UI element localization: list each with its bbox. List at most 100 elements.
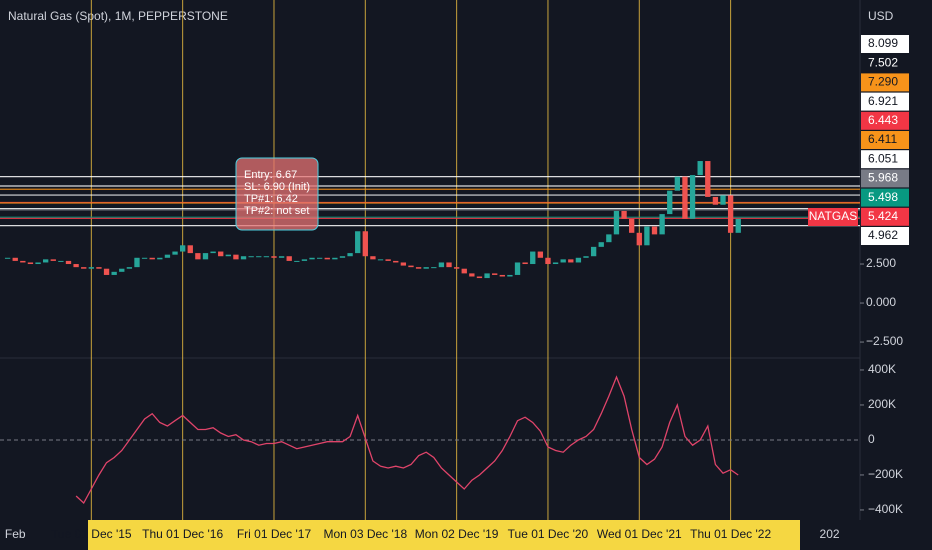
candle: [4, 257, 11, 259]
candle: [507, 274, 513, 277]
x-tick-label: Thu 01 Dec '22: [690, 527, 771, 541]
candle: [499, 274, 505, 277]
candle: [712, 196, 719, 205]
candle: [537, 251, 544, 258]
candle: [27, 262, 34, 265]
candle: [431, 267, 437, 269]
candle: [727, 195, 734, 233]
level-label: 4.962: [868, 228, 898, 242]
candle: [644, 226, 650, 246]
y-tick-label: 2.500: [866, 256, 896, 270]
candle: [720, 195, 726, 205]
level-tag: [861, 54, 909, 73]
level-tag: [861, 188, 909, 207]
candle: [12, 257, 18, 261]
candle: [697, 161, 703, 176]
candle: [659, 214, 665, 235]
candle: [606, 234, 612, 243]
x-tick-label: Wed 01 Dec '21: [597, 527, 682, 541]
candle: [263, 256, 270, 258]
candle: [583, 256, 589, 258]
candle: [476, 276, 483, 279]
candle: [309, 257, 315, 260]
candle: [157, 257, 163, 260]
order-box: [235, 157, 319, 231]
candle: [408, 265, 414, 268]
level-tag: [861, 73, 909, 92]
candle: [240, 256, 247, 260]
candle: [629, 218, 635, 233]
x-tick-label: Tue 01 Dec '15: [51, 527, 132, 541]
candle: [530, 251, 536, 265]
candle: [423, 267, 429, 269]
level-label: 5.498: [868, 190, 898, 204]
x-tick-label: 202: [820, 527, 840, 541]
x-tick-label: Tue 01 Dec '20: [508, 527, 589, 541]
candle: [385, 259, 391, 261]
candle: [590, 246, 597, 257]
candle: [613, 210, 620, 235]
candle: [225, 254, 231, 257]
candle: [316, 257, 323, 259]
candle: [370, 256, 376, 260]
candle: [195, 253, 201, 260]
y-tick-label: −2.500: [866, 334, 903, 348]
candle: [187, 245, 193, 254]
candle: [393, 260, 399, 263]
level-label: 8.099: [868, 36, 898, 50]
candle: [73, 264, 79, 268]
candle: [438, 262, 445, 268]
candle: [636, 232, 642, 246]
candle: [172, 251, 178, 255]
candle: [126, 267, 133, 269]
candle: [20, 260, 26, 263]
candle: [492, 273, 498, 275]
candle: [552, 262, 559, 265]
candle: [294, 260, 300, 262]
candle: [332, 257, 338, 260]
candle: [362, 231, 368, 257]
candle: [446, 262, 452, 268]
candle: [484, 273, 490, 279]
x-tick-label: Mon 02 Dec '19: [415, 527, 499, 541]
level-label: 6.443: [868, 113, 898, 127]
candle: [278, 256, 285, 258]
candle: [568, 259, 574, 263]
candle: [705, 161, 711, 197]
order-line: Entry: 6.67: [244, 169, 297, 181]
level-tag: [861, 92, 909, 111]
y-tick-label: 0: [868, 432, 875, 446]
candle: [560, 259, 566, 263]
candle: [667, 190, 673, 215]
candle: [103, 268, 110, 275]
candle: [347, 253, 353, 257]
candle: [461, 268, 467, 274]
candle: [50, 259, 56, 261]
currency: USD: [868, 9, 894, 23]
x-tick-label: Fri 01 Dec '17: [237, 527, 312, 541]
date-highlight: [88, 520, 800, 550]
y-tick-label: 200K: [868, 397, 896, 411]
oscillator-line: [75, 375, 739, 505]
y-tick-label: −400K: [868, 502, 903, 516]
candle: [248, 256, 254, 258]
candle: [43, 259, 49, 263]
candle: [119, 268, 125, 272]
candle: [621, 210, 627, 219]
candle: [575, 257, 582, 263]
candle: [96, 267, 102, 269]
level-tag: [861, 111, 909, 130]
y-tick-label: 0.000: [866, 295, 896, 309]
candle: [377, 259, 384, 261]
candle: [111, 271, 117, 275]
candle: [210, 251, 216, 254]
x-tick-label: Feb: [5, 527, 26, 541]
candle: [233, 254, 239, 260]
candle: [682, 176, 688, 219]
candle: [598, 242, 604, 247]
candle: [514, 262, 521, 275]
candle: [81, 267, 87, 269]
candle: [324, 257, 330, 260]
level-label: 6.051: [868, 151, 898, 165]
